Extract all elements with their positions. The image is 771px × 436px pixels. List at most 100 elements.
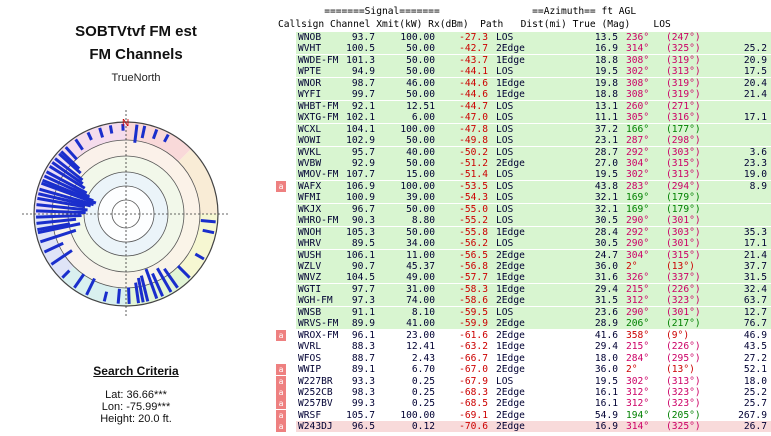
- azimuth-true-cell: 302°: [626, 66, 650, 78]
- table-row[interactable]: WNVZ 104.5 49.00 -57.7 1Edge 31.6 326° (337°) 31…: [296, 272, 771, 284]
- signal-spoke: [50, 249, 73, 266]
- path-cell: LOS: [496, 215, 514, 227]
- distance-cell: 19.8: [594, 77, 618, 89]
- channel-cell: 105.7: [346, 409, 375, 421]
- table-row[interactable]: WGH-FM 97.3 74.00 -58.6 2Edge 31.5 312° (323°) 6…: [296, 295, 771, 307]
- table-row[interactable]: WNOB 93.7 100.00 -27.3 LOS 13.5 236° (247°): [296, 32, 771, 43]
- table-row[interactable]: WGTI 97.7 31.00 -58.3 1Edge 29.4 215° (226°) 32.…: [296, 283, 771, 295]
- callsign-cell: WNOB: [298, 32, 322, 43]
- signal-spoke: [200, 219, 216, 224]
- xmit-cell: 6.00: [411, 112, 435, 124]
- path-cell: 1Edge: [496, 283, 525, 295]
- table-row[interactable]: WNOR 98.7 46.00 -44.6 1Edge 19.8 308° (319°) 20.…: [296, 77, 771, 89]
- table-row[interactable]: WVRL 88.3 12.41 -63.2 1Edge 29.4 215° (226°) 43.…: [296, 341, 771, 353]
- table-row[interactable]: WFMI 100.9 39.00 -54.3 LOS 32.1 169° (179°): [296, 192, 771, 204]
- path-cell: 2Edge: [496, 43, 525, 55]
- channel-cell: 97.3: [351, 295, 375, 307]
- callsign-cell: WRVS-FM: [298, 318, 339, 330]
- alert-flag[interactable]: a: [276, 364, 286, 376]
- agl-cell: 25.2: [743, 43, 767, 55]
- azimuth-true-cell: 215°: [626, 341, 650, 353]
- table-row[interactable]: W257BV 99.3 0.25 -68.5 2Edge 16.1 312° (323°) 25…: [296, 398, 771, 410]
- table-row[interactable]: WHBT-FM 92.1 12.51 -44.7 LOS 13.1 260° (271°): [296, 100, 771, 112]
- agl-cell: 25.7: [743, 398, 767, 410]
- distance-cell: 54.9: [594, 409, 618, 421]
- azimuth-mag-cell: (325°): [666, 43, 701, 55]
- table-row[interactable]: W252CB 98.3 0.25 -68.3 2Edge 16.1 312° (323°) 25…: [296, 386, 771, 398]
- xmit-cell: 0.25: [411, 398, 435, 410]
- azimuth-mag-cell: (313°): [666, 375, 701, 387]
- table-row[interactable]: WWDE-FM 101.3 50.00 -43.7 1Edge 18.8 308° (319°…: [296, 54, 771, 66]
- azimuth-true-cell: 2°: [626, 261, 638, 272]
- callsign-cell: WKJX: [298, 203, 322, 215]
- alert-flag[interactable]: a: [276, 375, 286, 387]
- alert-flag[interactable]: a: [276, 421, 286, 433]
- signal-spoke: [64, 146, 78, 161]
- alert-flag[interactable]: a: [276, 329, 286, 341]
- signal-spoke: [60, 150, 81, 170]
- xmit-cell: 23.00: [406, 329, 435, 341]
- table-row[interactable]: WYFI 99.7 50.00 -44.6 1Edge 18.8 308° (319°) 21.…: [296, 89, 771, 101]
- table-row[interactable]: WHRO-FM 90.3 8.80 -55.2 LOS 30.5 290° (301°): [296, 215, 771, 227]
- signal-spoke: [39, 187, 95, 207]
- table-row[interactable]: WKJX 96.7 50.00 -55.0 LOS 32.1 169° (179°): [296, 203, 771, 215]
- table-row[interactable]: WPTE 94.9 50.00 -44.1 LOS 19.5 302° (313°) 17.5: [296, 66, 771, 78]
- path-cell: 2Edge: [496, 386, 525, 398]
- distance-cell: 13.1: [594, 100, 618, 112]
- table-row[interactable]: WRSF 105.7 100.00 -69.1 2Edge 54.9 194° (205°) 2…: [296, 409, 771, 421]
- azimuth-true-cell: 166°: [626, 123, 650, 135]
- signal-spoke: [151, 272, 164, 297]
- alert-flag[interactable]: a: [276, 398, 286, 410]
- signal-spoke: [144, 268, 159, 300]
- alert-flag[interactable]: a: [276, 386, 286, 398]
- distance-cell: 32.1: [594, 203, 618, 215]
- table-row[interactable]: WUSH 106.1 11.00 -56.5 2Edge 24.7 304° (315°) 21…: [296, 249, 771, 261]
- azimuth-true-cell: 304°: [626, 249, 650, 261]
- table-row[interactable]: WWIP 89.1 6.70 -67.0 2Edge 36.0 2° (13°) 52.1: [296, 364, 771, 376]
- distance-cell: 27.0: [594, 157, 618, 169]
- alert-flag[interactable]: a: [276, 180, 286, 192]
- table-row[interactable]: WMOV-FM 107.7 15.00 -51.4 LOS 19.5 302° (313°) 1…: [296, 169, 771, 181]
- signal-spoke: [73, 273, 86, 289]
- signal-spoke: [36, 209, 86, 215]
- table-row[interactable]: WVKL 95.7 40.00 -50.2 LOS 28.7 292° (303°) 3.6: [296, 146, 771, 158]
- table-row[interactable]: WRVS-FM 89.9 41.00 -59.9 2Edge 28.9 206° (217°)…: [296, 318, 771, 330]
- channel-cell: 93.3: [351, 375, 375, 387]
- alert-flag[interactable]: a: [276, 409, 286, 421]
- azimuth-mag-cell: (315°): [666, 249, 701, 261]
- agl-cell: 76.7: [743, 318, 767, 330]
- path-cell: 2Edge: [496, 295, 525, 307]
- table-row[interactable]: WVHT 100.5 50.00 -42.7 2Edge 16.9 314° (325°) 25…: [296, 43, 771, 55]
- table-row[interactable]: WNOH 105.3 50.00 -55.8 1Edge 28.4 292° (303°) 35…: [296, 226, 771, 238]
- table-row[interactable]: WHRV 89.5 34.00 -56.2 LOS 30.5 290° (301°) 17.1: [296, 238, 771, 250]
- azimuth-true-cell: 283°: [626, 180, 650, 192]
- table-row[interactable]: WFOS 88.7 2.43 -66.7 1Edge 18.0 284° (295°) 27.2: [296, 352, 771, 364]
- channel-cell: 89.9: [351, 318, 375, 330]
- rx-cell: -44.6: [459, 89, 488, 101]
- callsign-cell: WYFI: [298, 89, 322, 101]
- callsign-cell: WFOS: [298, 352, 322, 364]
- xmit-cell: 2.43: [411, 352, 435, 364]
- table-row[interactable]: WXTG-FM 102.1 6.00 -47.0 LOS 11.1 305° (316°) 17…: [296, 112, 771, 124]
- path-cell: LOS: [496, 203, 514, 215]
- agl-cell: 26.7: [743, 421, 767, 433]
- table-row[interactable]: WNSB 91.1 8.10 -59.5 LOS 23.6 290° (301°) 12.7: [296, 306, 771, 318]
- distance-cell: 16.1: [594, 398, 618, 410]
- channel-cell: 101.3: [346, 54, 375, 66]
- rx-cell: -59.5: [459, 306, 488, 318]
- channel-cell: 88.3: [351, 341, 375, 353]
- table-row[interactable]: WZLV 90.7 45.37 -56.8 2Edge 36.0 2° (13°) 37.7: [296, 261, 771, 272]
- table-row[interactable]: W243DJ 96.5 0.12 -70.6 2Edge 16.9 314° (325°) 26…: [296, 421, 771, 433]
- table-row[interactable]: WVBW 92.9 50.00 -51.2 2Edge 27.0 304° (315°) 23.…: [296, 157, 771, 169]
- distance-cell: 41.6: [594, 329, 618, 341]
- table-row[interactable]: WCXL 104.1 100.00 -47.8 LOS 37.2 166° (177°): [296, 123, 771, 135]
- xmit-cell: 34.00: [406, 238, 435, 250]
- azimuth-true-cell: 358°: [626, 329, 650, 341]
- table-row[interactable]: WAFX 106.9 100.00 -53.5 LOS 43.8 283° (294°) 8.9: [296, 180, 771, 192]
- table-row[interactable]: W227BR 93.3 0.25 -67.9 LOS 19.5 302° (313°) 18.0: [296, 375, 771, 387]
- table-row[interactable]: WOWI 102.9 50.00 -49.8 LOS 23.1 287° (298°): [296, 135, 771, 147]
- callsign-cell: WOWI: [298, 135, 322, 147]
- table-row[interactable]: WROX-FM 96.1 23.00 -61.6 2Edge 41.6 358° (9°) 46…: [296, 329, 771, 341]
- signal-spoke: [48, 165, 86, 190]
- agl-cell: 37.7: [743, 261, 767, 272]
